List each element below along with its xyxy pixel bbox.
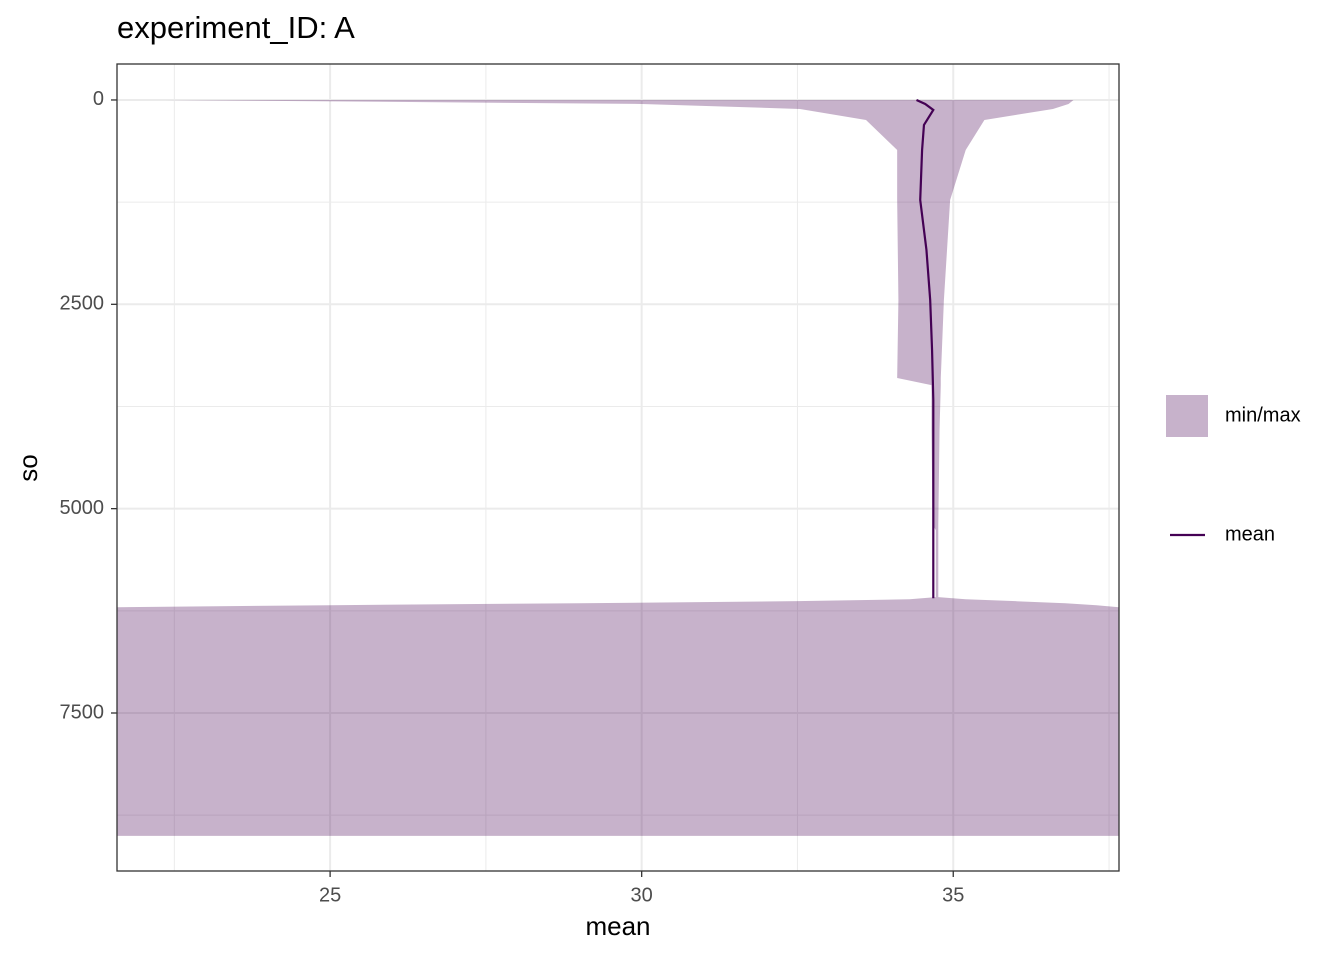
ribbon-area: [117, 99, 1119, 836]
legend-label: min/max: [1225, 404, 1301, 426]
y-tick-label: 7500: [60, 701, 105, 723]
x-tick-label: 30: [631, 884, 653, 906]
mean-line: [916, 98, 935, 599]
y-tick-label: 5000: [60, 497, 105, 519]
y-axis-title: so: [13, 454, 43, 481]
legend-key: [1166, 395, 1208, 437]
x-tick-label: 35: [942, 884, 964, 906]
chart-title: experiment_ID: A: [117, 10, 355, 45]
grid: [117, 64, 1119, 871]
legend-label: mean: [1225, 523, 1275, 545]
y-tick-label: 2500: [60, 293, 105, 315]
plot-border: [116, 63, 1120, 872]
x-tick-label: 25: [319, 884, 341, 906]
y-tick-label: 0: [93, 88, 104, 110]
axes: 25 30 35 0 2500 5000 7500: [60, 88, 965, 906]
plot-marks: [117, 98, 1119, 836]
legend: min/max mean: [1166, 395, 1301, 545]
x-axis-title: mean: [585, 911, 650, 941]
